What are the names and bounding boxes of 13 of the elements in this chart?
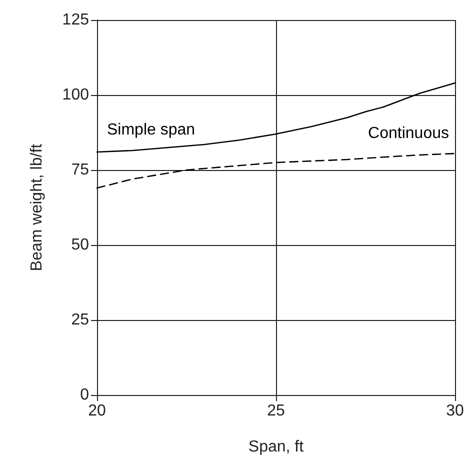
series-label: Simple span <box>107 122 196 138</box>
y-tick-label: 0 <box>80 386 90 404</box>
y-tick-label: 100 <box>62 86 90 104</box>
y-tick-label: 75 <box>71 162 90 178</box>
y-tick-label: 50 <box>71 236 90 254</box>
x-tick-label: 30 <box>446 402 464 420</box>
x-tick-label: 20 <box>88 402 106 420</box>
x-tick-label: 25 <box>267 402 285 420</box>
series-label: Continuous <box>368 125 449 142</box>
y-tick-label: 25 <box>71 312 90 328</box>
x-axis-title: Span, ft <box>248 438 304 456</box>
y-tick-label: 125 <box>62 12 90 28</box>
y-axis-title: Beam weight, lb/ft <box>28 143 46 272</box>
